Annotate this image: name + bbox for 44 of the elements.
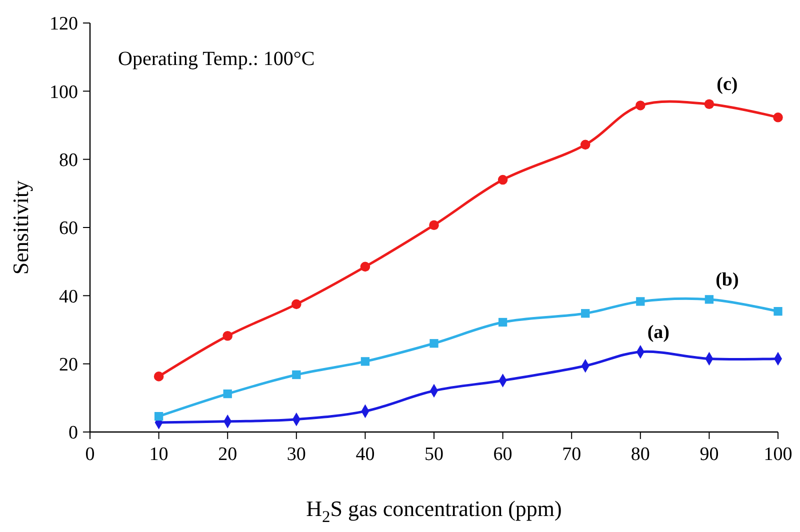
series-label: (b) bbox=[716, 269, 739, 290]
x-tick-label: 50 bbox=[424, 444, 444, 465]
point bbox=[430, 339, 438, 348]
x-tick-label: 40 bbox=[356, 444, 375, 465]
point bbox=[222, 331, 232, 341]
series-label: (c) bbox=[716, 74, 738, 96]
point bbox=[154, 412, 164, 421]
x-tick-label: 0 bbox=[85, 444, 95, 465]
point bbox=[360, 262, 370, 272]
y-tick-label: 60 bbox=[59, 218, 78, 240]
point bbox=[292, 370, 301, 380]
y-tick-label: 0 bbox=[68, 422, 78, 444]
y-tick-label: 20 bbox=[59, 354, 78, 376]
x-axis-title: H$_{2}$S gas concentration (ppm) bbox=[306, 496, 562, 526]
point bbox=[498, 318, 508, 327]
point bbox=[154, 372, 164, 382]
x-tick-label: 60 bbox=[493, 444, 512, 465]
point bbox=[636, 297, 645, 306]
x-tick-label: 90 bbox=[700, 444, 719, 465]
point bbox=[773, 112, 783, 122]
point bbox=[292, 299, 302, 310]
x-tick-label: 70 bbox=[562, 444, 582, 465]
point bbox=[774, 307, 782, 316]
y-tick-label: 80 bbox=[59, 150, 78, 171]
x-tick-label: 80 bbox=[630, 444, 650, 465]
point bbox=[704, 295, 714, 304]
y-tick-label: 120 bbox=[50, 14, 78, 35]
point bbox=[704, 99, 714, 109]
point bbox=[498, 174, 508, 185]
series-label: (a) bbox=[647, 322, 670, 343]
point bbox=[223, 389, 232, 398]
point bbox=[580, 140, 590, 150]
point bbox=[429, 220, 439, 230]
y-tick-label: 40 bbox=[59, 286, 78, 308]
annotation: Operating Temp.: 100°C bbox=[118, 48, 315, 70]
x-tick-label: 100 bbox=[764, 444, 792, 465]
point bbox=[636, 100, 646, 110]
x-tick-label: 10 bbox=[149, 444, 168, 465]
x-tick-label: 30 bbox=[286, 444, 306, 465]
y-tick-label: 100 bbox=[50, 82, 78, 103]
x-tick-label: 20 bbox=[218, 444, 238, 465]
y-axis-title: Sensitivity bbox=[8, 180, 33, 275]
point bbox=[360, 357, 370, 366]
point bbox=[581, 309, 590, 318]
